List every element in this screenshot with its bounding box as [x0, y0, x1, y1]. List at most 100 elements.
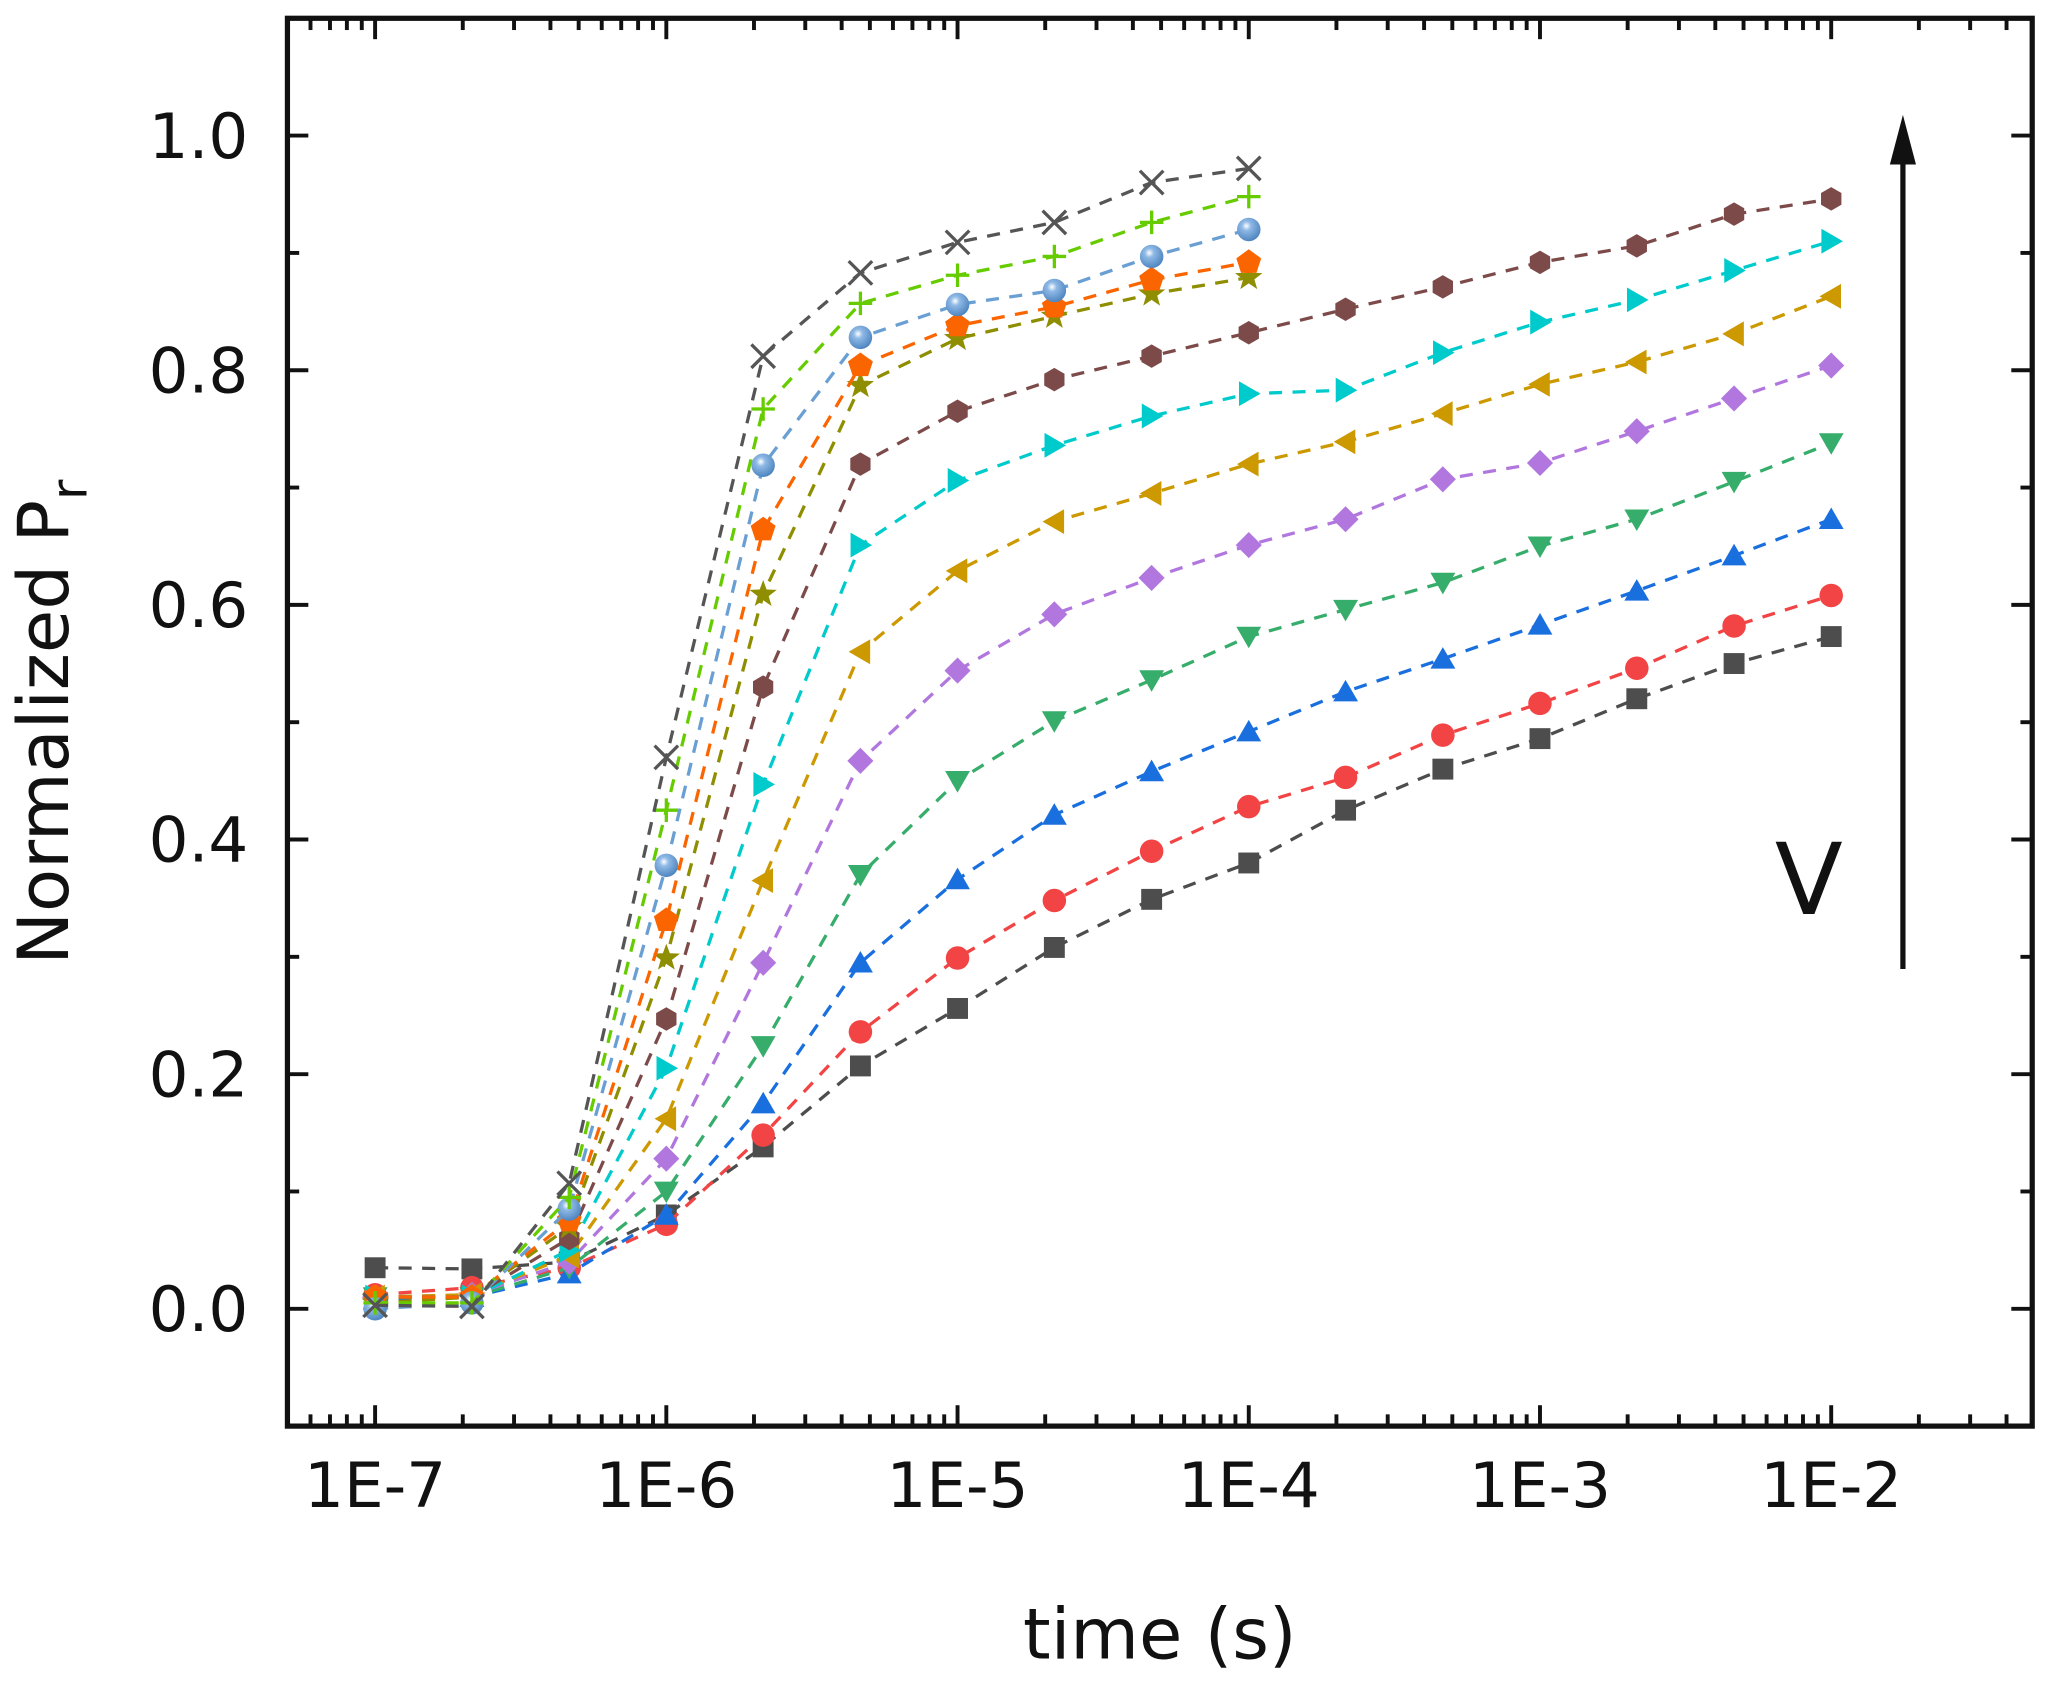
data-point-pentagon — [1236, 249, 1262, 273]
x-tick-label: 1E-5 — [887, 1449, 1029, 1522]
data-point-triangle-left — [1333, 429, 1356, 455]
data-point-cross — [944, 229, 971, 256]
data-point-diamond — [1720, 385, 1748, 412]
data-point-triangle-up — [1236, 719, 1262, 742]
data-point-triangle-left — [848, 639, 871, 665]
data-point-cross — [750, 343, 777, 370]
data-point-hexagon — [1238, 321, 1259, 345]
data-point-triangle-down — [1430, 572, 1456, 595]
data-point-square — [1141, 888, 1163, 910]
data-point-square — [461, 1258, 483, 1280]
series-hexagon — [364, 187, 1842, 1309]
data-point-triangle-up — [945, 867, 970, 890]
data-point-triangle-down — [945, 771, 970, 793]
y-tick-label: 0.0 — [149, 1273, 249, 1346]
series-triangle-up — [362, 507, 1844, 1310]
data-point-circle — [751, 1123, 775, 1147]
data-point-circle — [1431, 723, 1455, 747]
data-point-star — [846, 371, 875, 398]
data-point-plus — [1237, 184, 1261, 209]
data-point-diamond — [1623, 418, 1650, 445]
data-point-plus — [945, 263, 970, 287]
series-line — [375, 239, 1832, 1299]
data-point-triangle-up — [750, 1091, 776, 1114]
voltage-label: V — [1775, 823, 1843, 938]
series-line — [375, 294, 1832, 1299]
data-point-star — [1235, 263, 1263, 290]
data-point-triangle-right — [1141, 403, 1164, 429]
series-line — [375, 634, 1832, 1271]
data-point-triangle-left — [1431, 401, 1453, 427]
data-point-circle — [1042, 888, 1067, 913]
data-point-triangle-down — [1818, 433, 1844, 455]
data-point-sphere — [1139, 244, 1164, 269]
data-point-triangle-left — [945, 558, 968, 584]
data-point-hexagon — [1529, 250, 1551, 275]
data-point-star — [749, 579, 777, 606]
data-point-hexagon — [753, 675, 774, 699]
data-point-hexagon — [1432, 275, 1454, 299]
data-point-triangle-left — [1625, 349, 1647, 375]
data-point-triangle-up — [1333, 679, 1359, 702]
data-point-pentagon — [653, 907, 679, 932]
series-circle — [363, 583, 1843, 1307]
data-point-triangle-down — [1624, 509, 1650, 532]
series-line — [375, 260, 1250, 1299]
data-point-sphere — [848, 325, 873, 350]
data-point-sphere — [945, 292, 970, 317]
data-point-triangle-down — [1236, 626, 1262, 649]
x-tick-label: 1E-2 — [1760, 1449, 1902, 1522]
data-point-triangle-up — [1721, 543, 1747, 566]
data-point-hexagon — [1626, 234, 1647, 258]
data-point-triangle-up — [1139, 759, 1165, 782]
series-line — [375, 227, 1250, 1311]
data-point-sphere — [654, 853, 679, 878]
y-tick-label: 1.0 — [149, 100, 249, 173]
data-point-cross — [1041, 209, 1068, 236]
series-pentagon — [362, 249, 1262, 1308]
axis-ticks: 1E-7 1E-6 1E-5 1E-4 1E-3 1E-2 0.0 0.2 0.4 0.6 0.8 1… — [149, 16, 2033, 1522]
data-point-star — [652, 943, 681, 970]
data-point-cross — [1138, 169, 1165, 196]
series-plus — [363, 184, 1261, 1315]
series-line — [375, 364, 1832, 1299]
data-point-plus — [848, 291, 873, 316]
data-point-hexagon — [850, 452, 871, 476]
data-point-triangle-left — [1722, 321, 1744, 347]
data-point-pentagon — [750, 516, 776, 541]
y-tick-label: 0.6 — [149, 569, 249, 642]
data-point-square — [947, 998, 968, 1019]
data-point-circle — [1237, 794, 1261, 819]
data-point-circle — [945, 946, 970, 970]
data-point-square — [1820, 626, 1842, 648]
data-point-triangle-up — [1041, 803, 1067, 825]
data-point-triangle-left — [1237, 451, 1259, 477]
data-point-circle — [1722, 614, 1746, 638]
series-sphere — [363, 217, 1261, 1321]
data-point-triangle-right — [1626, 287, 1649, 313]
data-point-hexagon — [1141, 344, 1162, 368]
data-point-square — [1723, 653, 1745, 674]
series-triangle-left — [363, 283, 1842, 1310]
data-point-square — [364, 1257, 386, 1279]
data-point-cross — [847, 259, 874, 286]
data-point-circle — [848, 1020, 873, 1044]
data-point-circle — [1528, 691, 1552, 716]
data-point-triangle-left — [654, 1106, 677, 1132]
series-line — [375, 166, 1249, 1309]
series-line — [374, 593, 1832, 1297]
x-tick-label: 1E-3 — [1469, 1449, 1611, 1522]
data-point-triangle-right — [1044, 432, 1067, 458]
data-point-sphere — [1237, 217, 1261, 242]
data-point-square — [849, 1055, 871, 1077]
data-point-triangle-up — [1818, 507, 1844, 530]
x-tick-label: 1E-7 — [304, 1449, 446, 1522]
x-tick-label: 1E-4 — [1178, 1449, 1320, 1522]
data-point-diamond — [1332, 506, 1359, 533]
data-point-pentagon — [1139, 266, 1165, 291]
data-point-triangle-up — [1430, 647, 1456, 669]
data-point-triangle-right — [1530, 309, 1552, 335]
series-line — [375, 195, 1250, 1305]
plot-frame — [284, 15, 2035, 1429]
data-point-triangle-up — [1624, 579, 1650, 601]
